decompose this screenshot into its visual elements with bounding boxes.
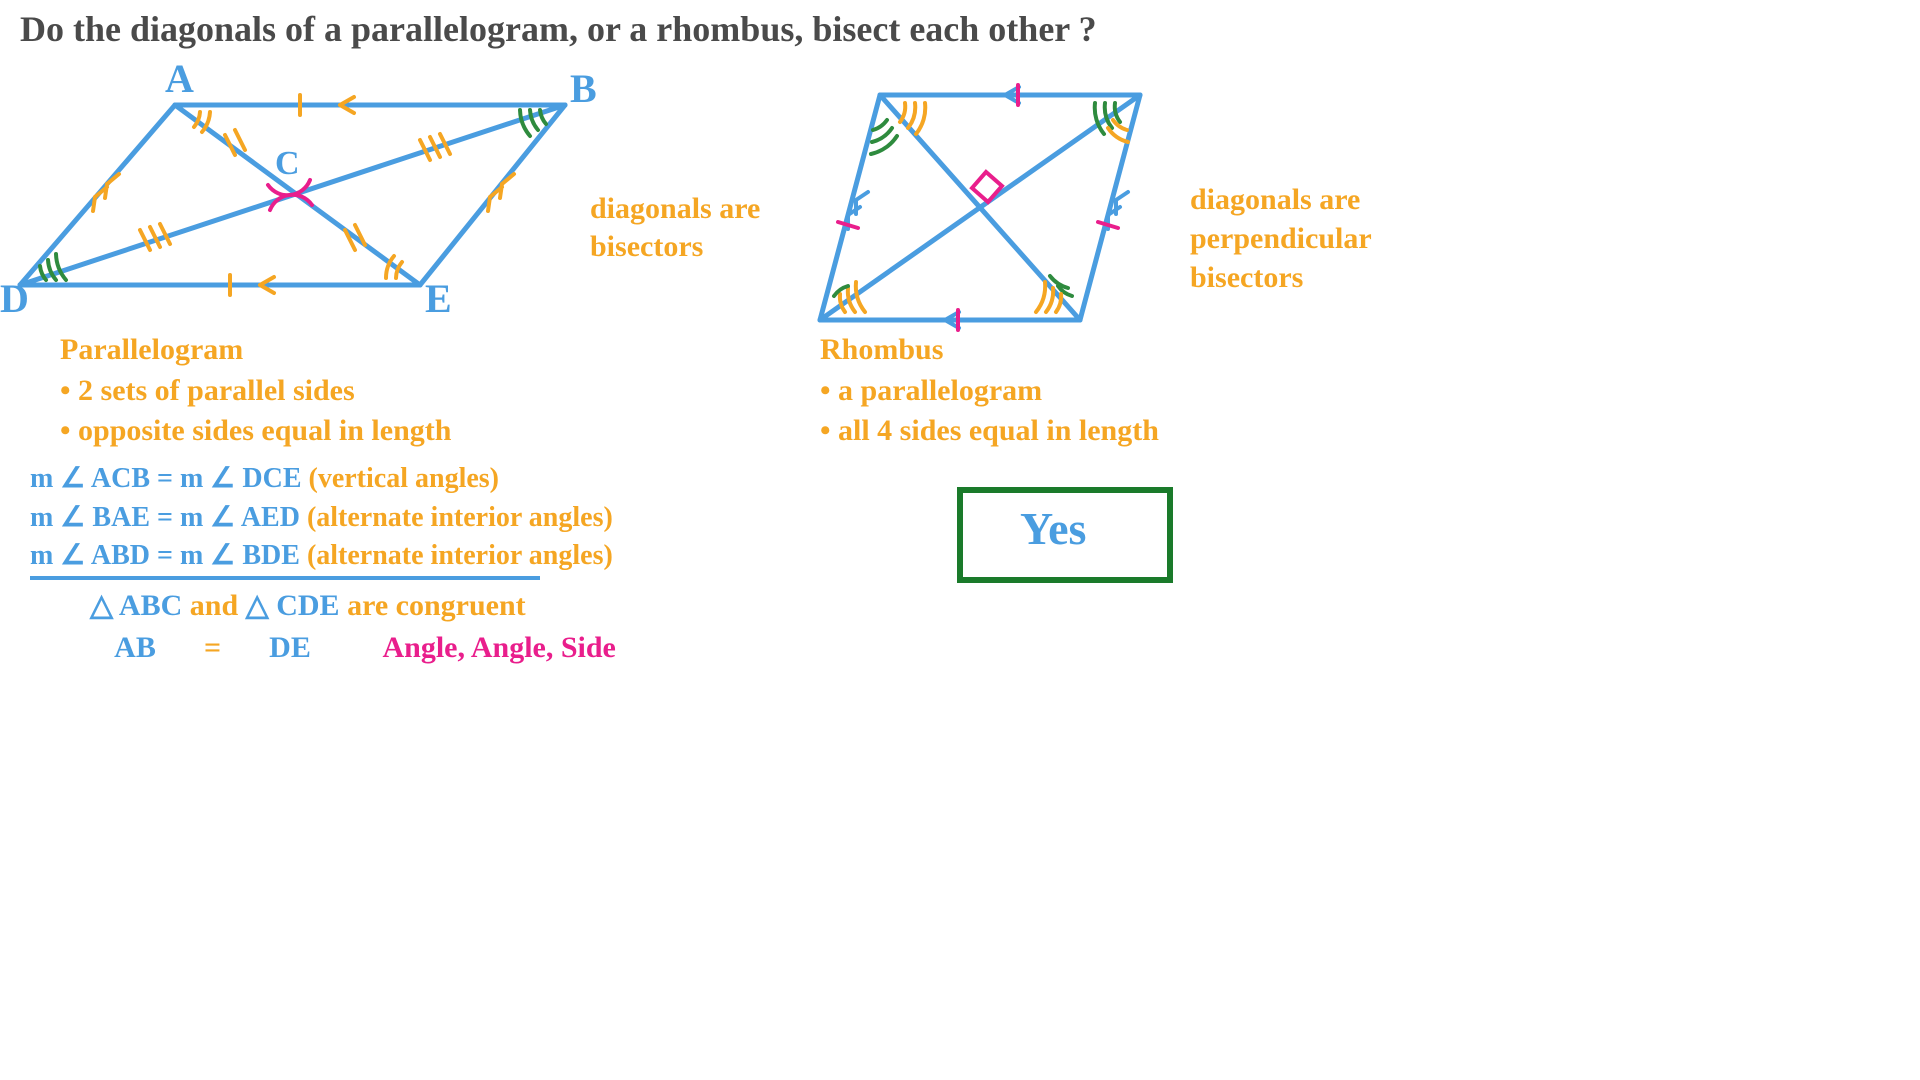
conclusion-2: AB = DE Angle, Angle, Side bbox=[90, 627, 616, 669]
answer-text: Yes bbox=[1020, 502, 1086, 555]
parallelogram-title: Parallelogram bbox=[60, 330, 451, 371]
parallelogram-bullet-2: • opposite sides equal in length bbox=[60, 411, 451, 452]
rhombus-info: Rhombus • a parallelogram • all 4 sides … bbox=[820, 330, 1159, 452]
vertex-B: B bbox=[570, 65, 597, 112]
vertex-A: A bbox=[165, 55, 194, 102]
rhombus-note: diagonals are perpendicular bisectors bbox=[1190, 180, 1490, 297]
proof-block: m ∠ ACB = m ∠ DCE (vertical angles) m ∠ … bbox=[30, 460, 613, 576]
proof-line-2: m ∠ BAE = m ∠ AED (alternate interior an… bbox=[30, 499, 613, 538]
conclusion-block: △ ABC and △ CDE are congruent AB = DE An… bbox=[90, 585, 616, 669]
proof-line-1: m ∠ ACB = m ∠ DCE (vertical angles) bbox=[30, 460, 613, 499]
parallelogram-note: diagonals are bisectors bbox=[590, 190, 820, 265]
proof-line-3: m ∠ ABD = m ∠ BDE (alternate interior an… bbox=[30, 537, 613, 576]
conclusion-1: △ ABC and △ CDE are congruent bbox=[90, 585, 616, 627]
rhombus-bullet-2: • all 4 sides equal in length bbox=[820, 411, 1159, 452]
vertex-D: D bbox=[0, 275, 29, 322]
parallelogram-note-text: diagonals are bisectors bbox=[590, 190, 820, 265]
vertex-C: C bbox=[275, 145, 300, 183]
rhombus-title: Rhombus bbox=[820, 330, 1159, 371]
parallelogram-bullet-1: • 2 sets of parallel sides bbox=[60, 371, 451, 412]
vertex-E: E bbox=[425, 275, 452, 322]
parallelogram-info: Parallelogram • 2 sets of parallel sides… bbox=[60, 330, 451, 452]
rhombus-bullet-1: • a parallelogram bbox=[820, 371, 1159, 412]
